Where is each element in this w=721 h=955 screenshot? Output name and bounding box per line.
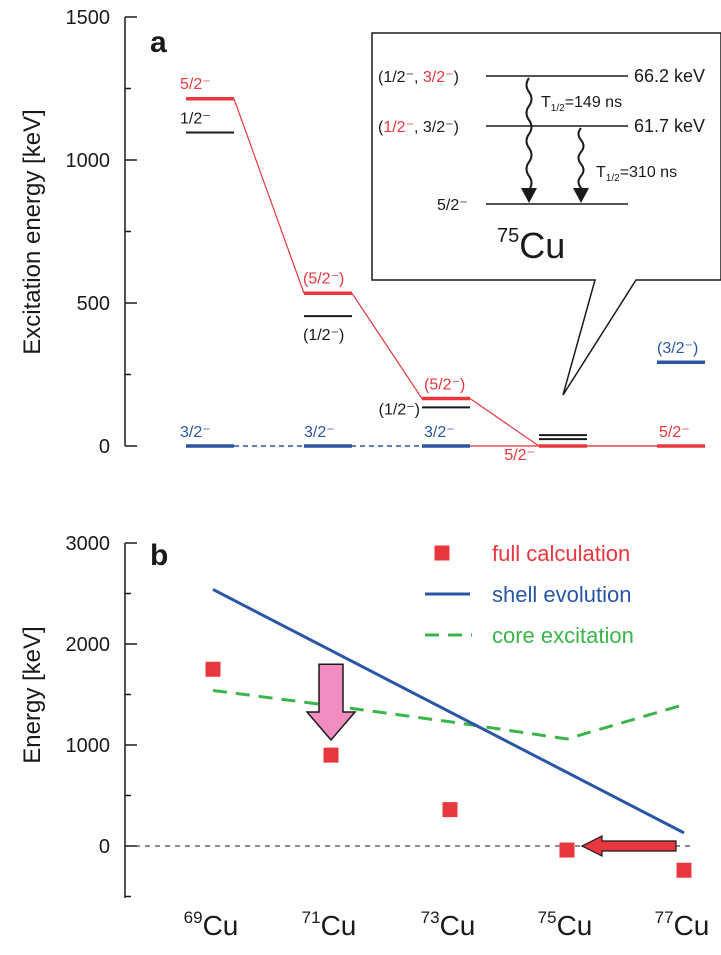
level-label: (3/2⁻) (657, 340, 698, 357)
full-calculation-point (323, 747, 339, 763)
inset-nucleus-label: 75Cu (497, 225, 565, 266)
shell-evolution-line (212, 588, 685, 835)
level-label: (1/2⁻) (379, 401, 420, 418)
y-tick-label: 2000 (66, 634, 111, 656)
level-label: 3/2⁻ (424, 424, 455, 441)
inset-arrowhead-66 (521, 188, 537, 203)
panel-b: b Energy [keV] 0 1000 2000 3000 full calcul… (19, 533, 709, 941)
core-excitation-line (212, 688, 685, 741)
x-label-71: 71Cu (302, 908, 357, 941)
inset-arrowhead-61 (573, 188, 589, 203)
inset-level-66-spin: (1/2⁻, 3/2⁻) (378, 69, 459, 86)
inset-level-61-spin: (1/2⁻, 3/2⁻) (378, 119, 459, 136)
level-label: (5/2⁻) (303, 270, 344, 287)
y-tick-label: 1000 (66, 735, 111, 757)
level-label: 5/2⁻ (659, 424, 690, 441)
full-calculation-point (559, 842, 575, 858)
red-connector (233, 98, 305, 294)
level-label: 1/2⁻ (180, 111, 211, 128)
legend-label: shell evolution (492, 582, 631, 607)
y-tick-label: 1000 (66, 150, 111, 172)
x-axis-labels: 69Cu 71Cu 73Cu 75Cu 77Cu (184, 908, 710, 941)
x-label-69: 69Cu (184, 908, 239, 941)
panel-a: a Excitation energy [keV] 0 500 1000 1500 3… (19, 7, 721, 464)
inset-transition-66 (525, 77, 533, 196)
y-tick-label: 0 (99, 436, 110, 458)
panel-a-ticks: 0 500 1000 1500 (66, 7, 137, 458)
red-connector (351, 292, 423, 399)
y-tick-label: 3000 (66, 533, 111, 555)
pink-down-arrow (305, 663, 357, 742)
inset-level-61-energy: 61.7 keV (634, 116, 705, 136)
panel-a-ylabel: Excitation energy [keV] (19, 109, 46, 354)
inset-callout: (1/2⁻, 3/2⁻) (1/2⁻, 3/2⁻) 5/2⁻ 66.2 keV … (371, 32, 721, 396)
inset-level-66-energy: 66.2 keV (634, 66, 705, 86)
panel-b-ylabel: Energy [keV] (19, 626, 46, 763)
x-label-73: 73Cu (421, 908, 476, 941)
x-label-77: 77Cu (655, 908, 710, 941)
inset-transition-61 (577, 127, 585, 192)
full-calculation-point (676, 862, 692, 878)
panel-a-levels: 3/2⁻5/2⁻1/2⁻3/2⁻(5/2⁻)(1/2⁻)3/2⁻(5/2⁻)(1… (180, 76, 705, 464)
level-label: (5/2⁻) (424, 377, 465, 394)
level-label: (1/2⁻) (303, 327, 344, 344)
x-label-75: 75Cu (538, 908, 593, 941)
full-calculation-point (205, 661, 221, 677)
red-left-arrow (580, 835, 677, 857)
level-label: 5/2⁻ (504, 447, 535, 464)
panel-b-series (205, 588, 692, 878)
y-tick-label: 500 (77, 293, 110, 315)
inset-halflife-1: T1/2=149 ns (541, 94, 622, 114)
panel-a-label: a (150, 26, 167, 59)
panel-b-label: b (150, 539, 168, 572)
legend-label: core excitation (492, 623, 634, 648)
legend-label: full calculation (492, 541, 630, 566)
inset-halflife-2: T1/2=310 ns (596, 164, 677, 184)
level-label: 3/2⁻ (180, 424, 211, 441)
panel-b-ticks: 0 1000 2000 3000 (66, 533, 137, 898)
full-calculation-point (442, 802, 458, 818)
y-tick-label: 0 (99, 836, 110, 858)
level-label: 3/2⁻ (304, 424, 335, 441)
red-connector (469, 398, 540, 447)
level-label: 5/2⁻ (180, 76, 211, 93)
inset-level-gs-spin: 5/2⁻ (437, 197, 468, 214)
inset-box (371, 32, 721, 396)
panel-b-legend: full calculation shell evolution core exci… (425, 541, 634, 648)
legend-marker (434, 545, 450, 561)
y-tick-label: 1500 (66, 7, 111, 29)
